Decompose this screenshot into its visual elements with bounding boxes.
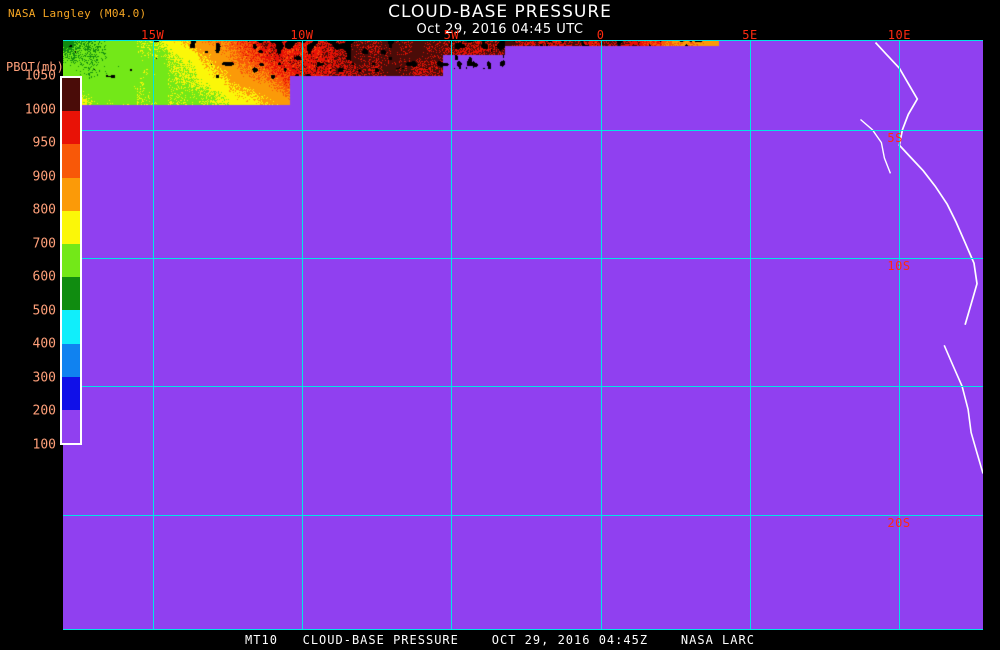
- colorbar-tick-900: 900: [32, 169, 56, 185]
- colorbar-strip: [62, 78, 80, 444]
- coastline-path: [874, 42, 978, 325]
- page-subtitle: Oct 29, 2016 04:45 UTC: [416, 22, 584, 37]
- colorbar-tick-500: 500: [32, 303, 56, 319]
- colorbar-segment-600: [62, 277, 80, 311]
- colorbar-tick-labels: 1050 1000 950 900 800 700 600 500 400 300 200 100: [0, 0, 56, 650]
- colorbar[interactable]: [60, 76, 82, 445]
- lat-label-10S: 10S: [887, 259, 911, 274]
- page-title: CLOUD-BASE PRESSURE: [388, 2, 612, 22]
- coastline-path: [943, 344, 983, 474]
- colorbar-segment-1050: [62, 78, 80, 112]
- lon-label-0: 0: [596, 28, 605, 42]
- lon-label-5E: 5E: [742, 28, 758, 42]
- colorbar-segment-900: [62, 177, 80, 211]
- colorbar-segment-700: [62, 243, 80, 278]
- colorbar-tick-300: 300: [32, 370, 56, 386]
- coastline-path: [860, 118, 892, 174]
- colorbar-segment-1000: [62, 111, 80, 145]
- agency-label: NASA Langley (M04.0): [8, 7, 147, 20]
- colorbar-segment-200: [62, 409, 80, 444]
- lat-label-5S: 5S: [887, 130, 903, 145]
- colorbar-tick-600: 600: [32, 269, 56, 285]
- colorbar-tick-100: 100: [32, 437, 56, 453]
- lon-label-15W: 15W: [141, 28, 165, 42]
- lon-label-10E: 10E: [887, 28, 911, 42]
- status-bar: MT10 CLOUD-BASE PRESSURE OCT 29, 2016 04…: [0, 630, 1000, 650]
- colorbar-segment-500: [62, 310, 80, 344]
- colorbar-tick-700: 700: [32, 236, 56, 252]
- lat-label-20S: 20S: [887, 515, 911, 530]
- colorbar-segment-950: [62, 144, 80, 178]
- colorbar-segment-400: [62, 343, 80, 377]
- colorbar-title: PBOT(mb): [6, 60, 64, 74]
- colorbar-segment-300: [62, 376, 80, 410]
- colorbar-tick-950: 950: [32, 135, 56, 151]
- colorbar-tick-1050: 1050: [24, 68, 56, 84]
- lon-label-5W: 5W: [443, 28, 460, 42]
- colorbar-tick-400: 400: [32, 336, 56, 352]
- lon-label-10W: 10W: [290, 28, 314, 42]
- colorbar-segment-800: [62, 210, 80, 244]
- colorbar-tick-200: 200: [32, 403, 56, 419]
- lat-lon-grid: [63, 40, 983, 630]
- colorbar-tick-800: 800: [32, 202, 56, 218]
- colorbar-tick-1000: 1000: [24, 102, 56, 118]
- coastline-overlay: [860, 42, 983, 474]
- cloud-pressure-raster: [63, 40, 983, 630]
- satellite-map[interactable]: [63, 40, 983, 630]
